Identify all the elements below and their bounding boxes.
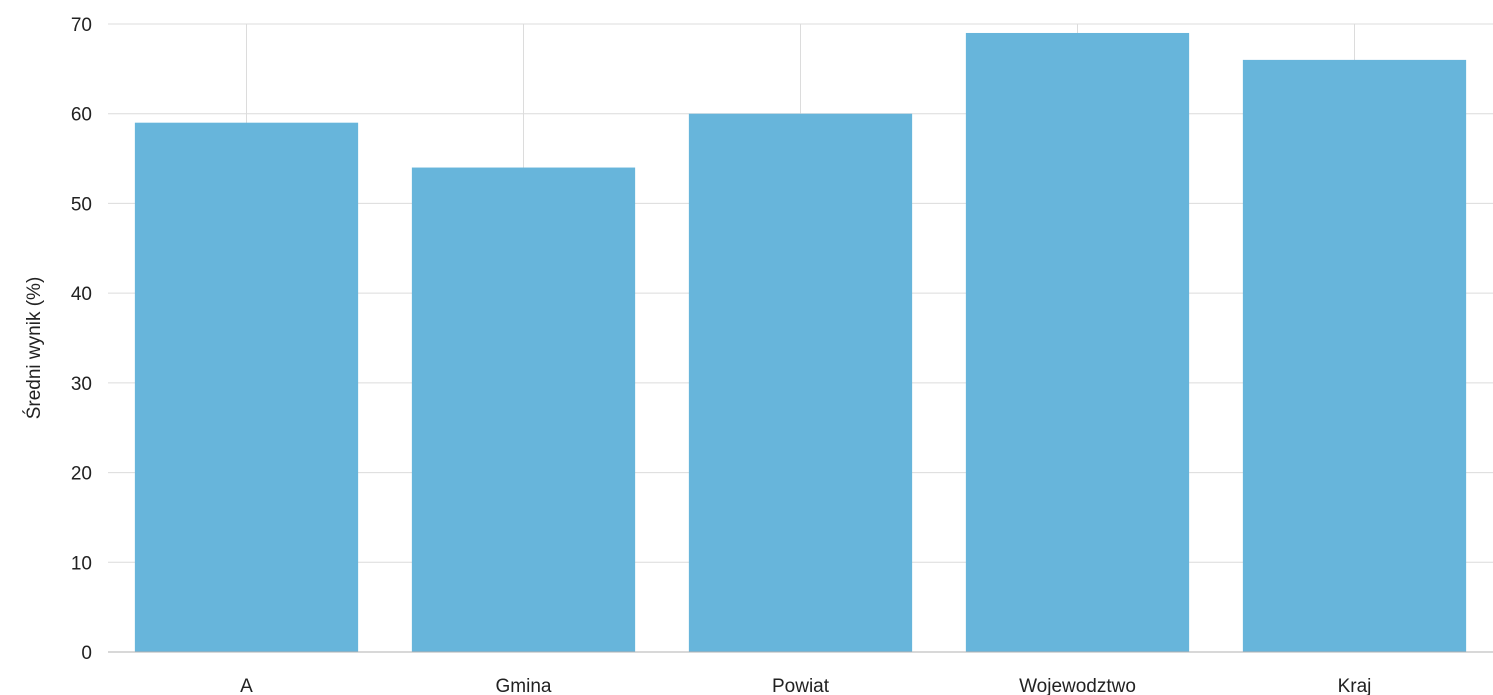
y-axis-title: Średni wynik (%)	[23, 277, 45, 420]
x-tick-label: Gmina	[496, 676, 552, 695]
bar	[134, 122, 359, 652]
bar	[411, 167, 636, 653]
x-tick-label: Powiat	[772, 676, 830, 695]
bars-layer	[134, 32, 1467, 653]
x-tick-label: Kraj	[1338, 676, 1372, 695]
y-tick-label: 70	[71, 15, 92, 36]
y-tick-label: 50	[71, 194, 92, 215]
y-tick-label: 30	[71, 374, 92, 395]
y-tick-label: 40	[71, 284, 92, 305]
y-tick-label: 0	[81, 643, 92, 664]
x-tick-label: A	[240, 676, 253, 695]
bar	[688, 113, 913, 652]
labels-layer: 0 10 20 30 40 50 60 70 A Gmina Powiat Wojewodztwo Kr…	[71, 15, 1372, 695]
x-tick-label: Wojewodztwo	[1019, 676, 1136, 695]
y-tick-label: 60	[71, 105, 92, 126]
bar	[965, 32, 1190, 652]
y-tick-label: 20	[71, 464, 92, 485]
bar	[1242, 59, 1467, 652]
y-tick-label: 10	[71, 553, 92, 574]
